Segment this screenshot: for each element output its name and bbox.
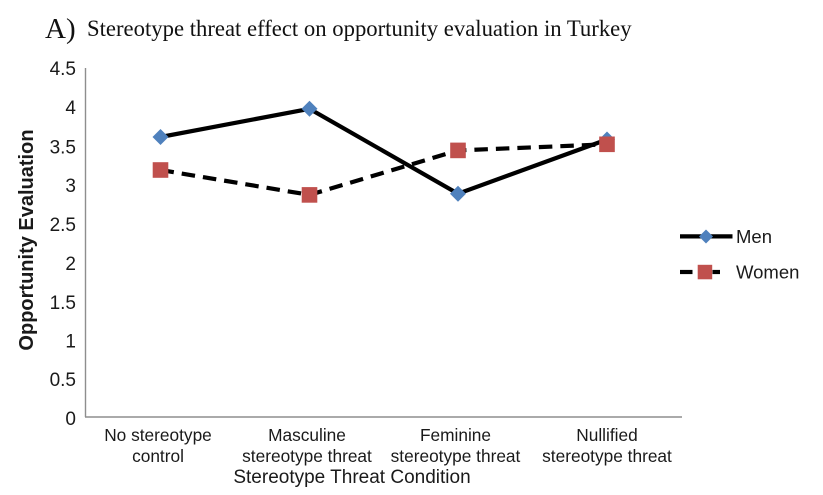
svg-text:0.5: 0.5 <box>50 370 76 391</box>
svg-text:4: 4 <box>65 98 76 119</box>
svg-text:Stereotype threat effect on op: Stereotype threat effect on opportunity … <box>87 16 632 41</box>
svg-text:4.5: 4.5 <box>50 59 76 80</box>
svg-text:Nullified: Nullified <box>576 425 637 445</box>
svg-text:stereotype threat: stereotype threat <box>391 446 521 466</box>
svg-text:Stereotype Threat Condition: Stereotype Threat Condition <box>233 467 470 488</box>
svg-text:stereotype threat: stereotype threat <box>542 446 672 466</box>
svg-text:stereotype threat: stereotype threat <box>242 446 372 466</box>
svg-text:No stereotype: No stereotype <box>104 425 212 445</box>
svg-text:2.5: 2.5 <box>50 215 76 236</box>
svg-text:0: 0 <box>65 409 76 430</box>
svg-text:2: 2 <box>65 254 76 275</box>
svg-text:Masculine: Masculine <box>268 425 346 445</box>
svg-text:Men: Men <box>736 226 772 247</box>
svg-text:Feminine: Feminine <box>420 425 491 445</box>
svg-text:1: 1 <box>65 332 76 353</box>
svg-text:3: 3 <box>65 176 76 197</box>
svg-text:Opportunity Evaluation: Opportunity Evaluation <box>16 129 38 350</box>
svg-text:Women: Women <box>736 262 799 283</box>
svg-text:1.5: 1.5 <box>50 293 76 314</box>
svg-text:control: control <box>132 446 184 466</box>
svg-text:A): A) <box>45 13 76 45</box>
svg-text:3.5: 3.5 <box>50 138 76 159</box>
